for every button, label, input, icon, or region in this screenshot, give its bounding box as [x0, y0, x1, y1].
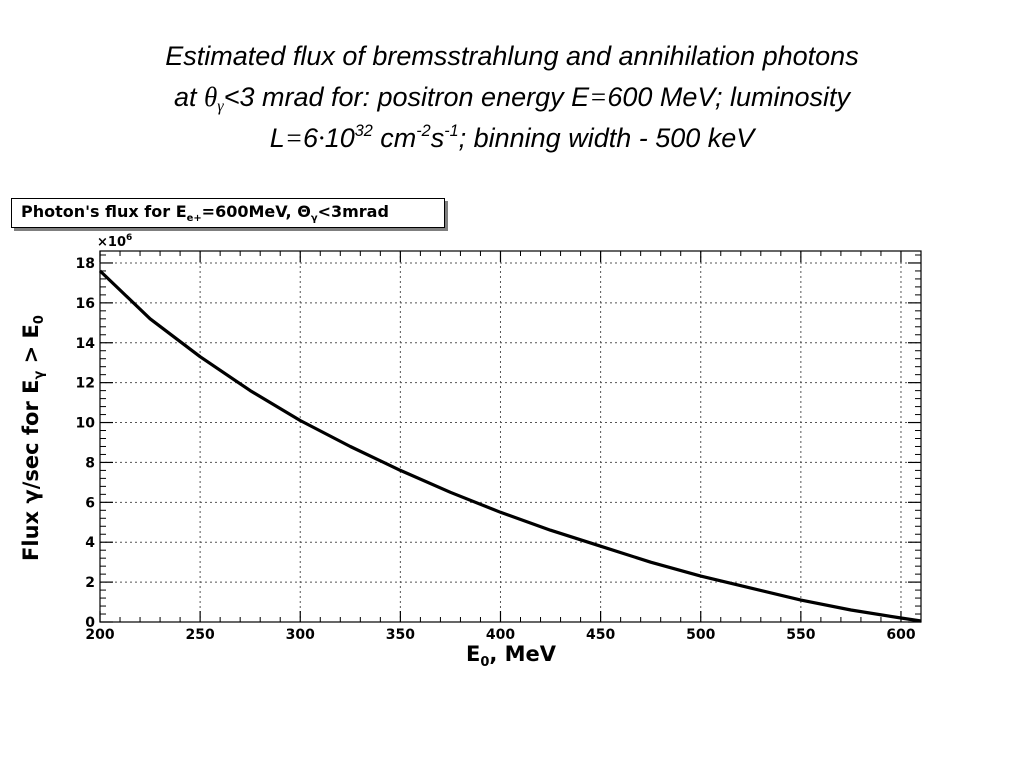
x-label-rest: , MeV: [489, 642, 556, 666]
title-line-1: Estimated flux of bremsstrahlung and ann…: [165, 41, 859, 71]
gamma-subscript: γ: [217, 97, 224, 115]
x-tick-label: 600: [886, 627, 915, 643]
title-line-3: L=6·1032 cm-2s-1; binning width - 500 ke…: [269, 122, 755, 153]
exponent-minus-2: -2: [416, 122, 431, 140]
x-tick-label: 300: [286, 627, 315, 643]
y-multiplier-label: ×106: [97, 233, 132, 250]
grid-lines: [100, 251, 921, 622]
x-label-subscript: 0: [480, 655, 489, 670]
exponent-32: 32: [354, 122, 373, 140]
exponent-minus-1: -1: [444, 122, 459, 140]
x-tick-label: 200: [85, 627, 114, 643]
y-tick-label: 16: [76, 296, 95, 312]
y-tick-label: 4: [85, 535, 95, 551]
y-label-subscript-gamma: γ: [32, 371, 47, 380]
plot-frame: [99, 250, 922, 623]
y-axis-label: Flux γ/sec for Eγ > E0: [19, 315, 47, 561]
x-tick-label: 550: [786, 627, 815, 643]
y-label-mid: > E: [19, 324, 43, 371]
x-tick-label: 400: [486, 627, 515, 643]
legend-sub-gamma: γ: [310, 213, 318, 224]
y-tick-label: 6: [85, 495, 95, 511]
x-tick-label: 350: [386, 627, 415, 643]
y-tick-label: 14: [76, 336, 96, 352]
tick-labels: 200 250 300 350 400 450 500 550 600 0 2 4 6 8 10 12 14 16…: [76, 256, 916, 643]
x-tick-label: 250: [186, 627, 215, 643]
y-tick-label: 8: [85, 455, 95, 471]
theta-symbol: θ: [204, 82, 218, 112]
equals-symbol-2: =: [284, 123, 303, 153]
x-axis-label: E0, MeV: [466, 642, 557, 670]
title-line-2: at θγ<3 mrad for: positron energy E=600 …: [174, 82, 850, 115]
x-tick-label: 450: [586, 627, 615, 643]
slide-title: Estimated flux of bremsstrahlung and ann…: [0, 36, 1024, 159]
legend-text: Photon's flux for Ee+=600MeV, Θγ<3mrad: [21, 202, 389, 224]
y-tick-label: 0: [85, 615, 95, 631]
equals-symbol: =: [589, 82, 608, 112]
legend-theta: Θ: [297, 202, 311, 221]
y-tick-label: 10: [76, 416, 96, 432]
chart-legend: Photon's flux for Ee+=600MeV, Θγ<3mrad: [11, 198, 445, 228]
flux-curve: [98, 269, 922, 623]
y-tick-label: 18: [76, 256, 95, 272]
legend-sub-e: e+: [186, 213, 202, 224]
axis-ticks: [99, 251, 922, 623]
y-tick-label: 12: [76, 376, 95, 392]
y-multiplier-exponent: 6: [126, 233, 132, 243]
x-tick-label: 500: [686, 627, 715, 643]
y-tick-label: 2: [85, 575, 95, 591]
y-label-subscript-0: 0: [32, 315, 47, 324]
dot-symbol: ·: [317, 123, 325, 153]
